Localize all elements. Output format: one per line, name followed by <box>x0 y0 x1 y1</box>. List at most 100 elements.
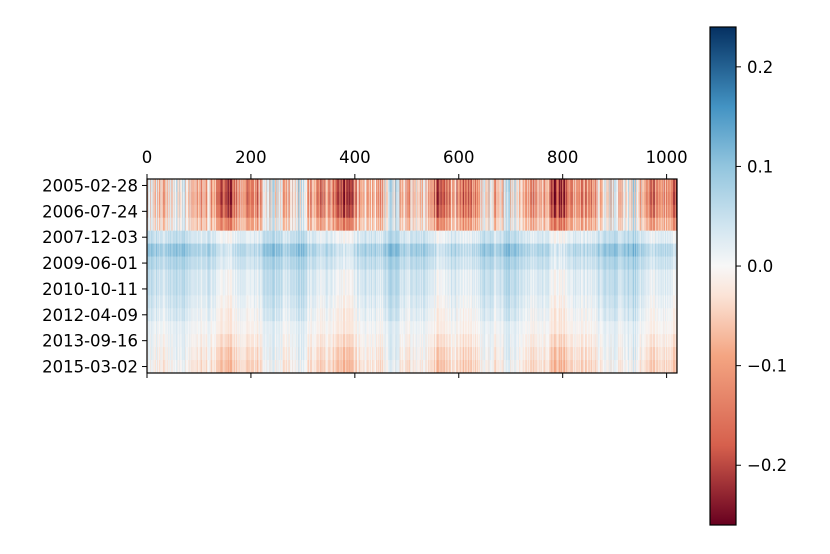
heatmap-cell <box>387 179 389 193</box>
heatmap-cell <box>501 179 503 193</box>
heatmap-cell <box>408 191 410 206</box>
heatmap-cell <box>518 179 519 193</box>
heatmap-cell <box>282 179 284 193</box>
heatmap-cell <box>288 191 290 206</box>
heatmap-cell <box>474 179 476 193</box>
heatmap-cell <box>270 179 272 193</box>
heatmap-cell <box>185 191 187 206</box>
heatmap-cell <box>258 179 260 193</box>
heatmap-cell <box>313 191 315 206</box>
heatmap-cell <box>419 179 421 193</box>
heatmap-cell <box>284 191 286 206</box>
heatmap-cell <box>629 179 631 193</box>
heatmap-cell <box>270 191 272 206</box>
heatmap-cell <box>339 191 341 206</box>
heatmap-cell <box>537 179 539 193</box>
heatmap-cell <box>604 179 606 193</box>
heatmap-cell <box>257 191 259 206</box>
heatmap-cell <box>176 179 177 193</box>
heatmap-cell <box>505 179 507 193</box>
heatmap-cell <box>365 179 367 193</box>
heatmap-cell <box>598 179 599 193</box>
heatmap-cell <box>606 179 608 193</box>
heatmap-cell <box>249 179 251 193</box>
heatmap-cell <box>191 179 193 193</box>
heatmap-cell <box>493 179 495 193</box>
heatmap-cell <box>402 191 403 206</box>
heatmap-cell <box>177 179 179 193</box>
heatmap-cell <box>333 179 335 193</box>
heatmap-cell <box>366 191 368 206</box>
heatmap-cell <box>393 191 395 206</box>
heatmap-cell <box>662 179 664 193</box>
heatmap-cell <box>292 179 294 193</box>
heatmap-cell <box>599 179 601 193</box>
heatmap-cell <box>247 179 249 193</box>
heatmap-cell <box>191 179 193 193</box>
heatmap-cell <box>218 179 220 193</box>
heatmap-cell <box>225 179 227 193</box>
heatmap-cell <box>189 179 191 193</box>
heatmap-cell <box>366 179 368 193</box>
heatmap-cell <box>550 179 552 193</box>
heatmap-cell <box>362 191 364 206</box>
heatmap-cell <box>404 191 406 206</box>
heatmap-cell <box>421 179 423 193</box>
heatmap-cell <box>269 191 271 206</box>
heatmap-cell <box>315 191 317 206</box>
heatmap-cell <box>479 179 481 193</box>
heatmap-cell <box>605 179 607 193</box>
heatmap-cell <box>568 179 570 193</box>
heatmap-cell <box>391 191 393 206</box>
heatmap-cell <box>433 179 435 193</box>
heatmap-cell <box>475 179 477 193</box>
heatmap-cell <box>158 179 160 193</box>
heatmap-cell <box>541 179 543 193</box>
heatmap-cell <box>576 179 578 193</box>
heatmap-cell <box>280 179 281 193</box>
heatmap-cell <box>148 191 150 206</box>
heatmap-cell <box>198 179 200 193</box>
heatmap-cell <box>567 179 569 193</box>
heatmap-cell <box>247 179 249 193</box>
heatmap-cell <box>154 179 156 193</box>
heatmap-cell <box>223 191 225 206</box>
heatmap-cell <box>660 179 662 193</box>
heatmap-cell <box>183 179 185 193</box>
heatmap-cell <box>316 179 318 193</box>
heatmap-cell <box>573 179 575 193</box>
heatmap-cell <box>246 191 248 206</box>
heatmap-cell <box>240 179 242 193</box>
heatmap-cell <box>323 179 325 193</box>
heatmap-cell <box>658 179 660 193</box>
heatmap-cell <box>216 179 217 193</box>
heatmap-cell <box>328 179 330 193</box>
heatmap-cell <box>641 179 643 193</box>
heatmap-cell <box>488 179 490 193</box>
heatmap-cell <box>654 179 656 193</box>
heatmap-cell <box>239 179 241 193</box>
heatmap-cell <box>561 179 562 193</box>
heatmap-cell <box>160 191 162 206</box>
heatmap-cell <box>272 191 274 206</box>
heatmap-cell <box>381 179 383 193</box>
heatmap-cell <box>306 179 308 193</box>
heatmap-cell <box>535 179 537 193</box>
heatmap-cell <box>183 191 185 206</box>
heatmap-cell <box>202 179 204 193</box>
heatmap-cell <box>541 179 543 193</box>
heatmap-cell <box>326 179 328 193</box>
heatmap-cell <box>454 179 456 193</box>
heatmap-cell <box>488 179 490 193</box>
heatmap-cell <box>365 191 367 206</box>
heatmap-cell <box>566 179 568 193</box>
heatmap-cell <box>333 191 334 206</box>
heatmap-cell <box>287 191 289 206</box>
heatmap-cell <box>318 179 320 193</box>
heatmap-cell <box>290 179 292 193</box>
heatmap-cell <box>640 179 642 193</box>
heatmap-cell <box>559 179 560 193</box>
heatmap-cell <box>498 179 500 193</box>
heatmap-cell <box>621 179 623 193</box>
heatmap-cell <box>200 179 202 193</box>
